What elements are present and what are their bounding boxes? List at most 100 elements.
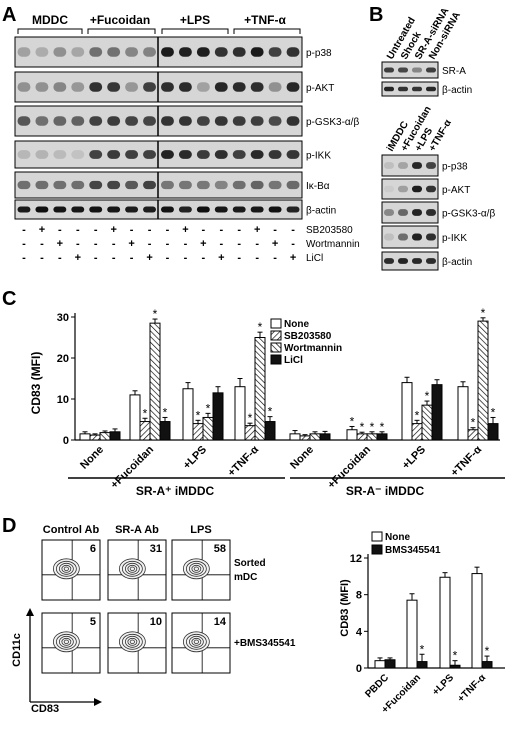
panel-c-bar [309, 433, 321, 441]
panel-a-blot-band [286, 206, 300, 213]
panel-a-blot-band [125, 180, 139, 190]
panel-a-treatment-sign: - [112, 252, 116, 264]
panel-a-blot-band [161, 150, 174, 159]
panel-c-legend-swatch [270, 342, 282, 353]
panel-a-treatment-sign: - [130, 224, 134, 236]
panel-b-bottom-blot-band [425, 185, 437, 193]
panel-c-category-label: None [78, 444, 106, 472]
panel-d-bar-bar [406, 599, 418, 669]
panel-a-blot-band [17, 150, 31, 159]
flow-row-label: Sorted [234, 558, 266, 569]
panel-c-bar [319, 433, 331, 441]
panel-c-significance-star: * [415, 408, 420, 422]
panel-c-bar [477, 320, 489, 441]
flow-contour [127, 637, 138, 646]
panel-d-bar-bar [416, 661, 428, 669]
panel-c-bar [79, 433, 91, 441]
panel-a-treatment-sign: + [200, 238, 206, 250]
flow-contour [61, 564, 72, 573]
panel-a-blot-band [107, 180, 121, 190]
panel-d-bar-category-label: PBDC [363, 672, 391, 700]
panel-a-treatment-sign: - [130, 252, 134, 264]
panel-a-blot-band [232, 180, 246, 190]
panel-b-top-blot-band [383, 67, 395, 73]
panel-a-blot-band [53, 82, 67, 92]
panel-a-blot-band [268, 180, 282, 190]
panel-c-y-tick-label: 30 [57, 312, 69, 324]
panel-c-significance-star: * [491, 405, 496, 419]
panel-d-bar-y-tick-label: 12 [350, 553, 362, 565]
panel-c-bar [299, 435, 311, 441]
panel-a-blot-band [268, 150, 282, 159]
panel-a-blot-band [71, 47, 85, 57]
panel-a-blot-band [250, 206, 264, 213]
panel-c-legend-label: SB203580 [284, 331, 332, 342]
panel-a-blot-band [107, 206, 121, 213]
flow-contour [193, 566, 199, 571]
panel-a-blot-band [286, 47, 300, 57]
panel-a-blot-band [71, 82, 85, 92]
panel-a-blot-band [214, 180, 228, 190]
panel-a-blot-label: p-GSK3-α/β [306, 117, 359, 128]
panel-b-bottom-blot-band [425, 258, 437, 264]
flow-contour [129, 639, 135, 644]
panel-a-blot-band [286, 82, 300, 92]
panel-b-bottom-blot-band [411, 233, 423, 241]
panel-a-blot-band [107, 116, 121, 126]
flow-quadrant-value: 31 [150, 543, 162, 555]
panel-a-treatment-sign: + [290, 252, 296, 264]
panel-b-top-blot-label: β-actin [442, 85, 472, 96]
panel-a-treatment-sign: - [40, 252, 44, 264]
flow-contour [63, 566, 69, 571]
panel-b-top-blot [381, 81, 439, 97]
panel-c-significance-star: * [380, 420, 385, 434]
flow-y-arrowhead [26, 608, 34, 616]
panel-c-significance-star: * [258, 320, 263, 334]
panel-a-group-label: MDDC [32, 13, 68, 27]
panel-c-legend-swatch [270, 330, 282, 341]
panel-c-significance-star: * [206, 401, 211, 415]
panel-a-blot-band [17, 116, 31, 126]
flow-column-title: LPS [190, 524, 211, 536]
panel-c-bar [376, 433, 388, 441]
panel-a-blot-band [161, 116, 174, 126]
panel-a-blot-band [214, 116, 228, 126]
panel-a-treatment-sign: - [166, 252, 170, 264]
panel-a-treatment-sign: - [22, 238, 26, 250]
panel-c-significance-star: * [425, 389, 430, 403]
panel-d-bar-significance-star: * [453, 649, 458, 663]
panel-a-blot-band [89, 150, 103, 159]
flow-plot: 31 [107, 539, 167, 601]
panel-a-blot-band [107, 82, 121, 92]
panel-a-blot-label: β-actin [306, 206, 336, 217]
panel-b-bottom-blot-band [397, 162, 409, 169]
panel-d-bar-bar [439, 576, 451, 669]
panel-b-top-blot-label: SR-A [442, 66, 466, 77]
panel-a-treatment-sign: + [218, 252, 224, 264]
panel-a-treatment-sign: - [94, 224, 98, 236]
panel-a-blot-band [35, 82, 49, 92]
panel-a-blot-band [143, 82, 156, 92]
panel-b: UntreatedShockSR-A-siRNANon-siRNASR-Aβ-a… [381, 6, 495, 271]
flow-quadrant-value: 5 [90, 616, 96, 628]
panel-a-blot-band [178, 180, 192, 190]
panel-d-bar-significance-star: * [420, 642, 425, 656]
panel-a-blot-band [71, 180, 85, 190]
panel-a-blot-band [250, 47, 264, 57]
panel-a-blot-band [35, 116, 49, 126]
panel-a-blot-band [232, 206, 246, 213]
panel-b-top-blot-band [397, 67, 409, 73]
panel-a-blot-band [53, 180, 67, 190]
panel-c-bar [254, 337, 266, 441]
panel-a-blot-band [89, 206, 103, 213]
panel-a-blot-band [143, 116, 156, 126]
panel-b-bottom-blot-label: β-actin [442, 257, 472, 268]
panel-d-bar-bar [449, 664, 461, 669]
panel-d-bar-legend-swatch [371, 531, 383, 542]
panel-a-blot-band [232, 116, 246, 126]
panel-c-significance-star: * [153, 307, 158, 321]
panel-c-bar [202, 416, 214, 441]
panel-a-treatment-sign: - [76, 224, 80, 236]
panel-a-treatment-sign: - [219, 224, 223, 236]
flow-contour [121, 560, 143, 577]
